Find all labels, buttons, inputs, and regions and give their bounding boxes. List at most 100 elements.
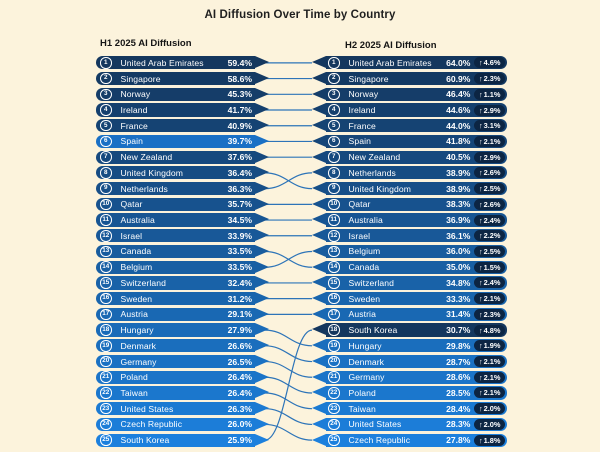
country-label: Australia	[120, 215, 155, 226]
change-label: 2.3%	[483, 74, 501, 84]
value-label: 26.4%	[227, 372, 252, 383]
country-label: Singapore	[120, 73, 161, 84]
rank-badge: 17	[100, 308, 112, 321]
rank-badge: 22	[328, 387, 340, 399]
value-label: 41.7%	[227, 105, 252, 116]
rank-badge: 6	[328, 135, 340, 148]
change-badge: ↑ 2.6%	[474, 198, 505, 210]
country-pill: 15 Switzerland 32.4%	[96, 276, 269, 290]
country-pill: 13 Belgium 36.0% ↑ 2.5%	[312, 244, 507, 259]
arrow-up-icon: ↑	[478, 74, 483, 84]
value-label: 36.9%	[446, 215, 471, 226]
value-label: 32.4%	[227, 277, 252, 288]
value-label: 31.2%	[227, 293, 252, 304]
change-badge: ↑ 4.8%	[474, 324, 505, 336]
country-label: Austria	[348, 309, 376, 320]
h1-rank-row: 22 Taiwan 26.4%	[96, 385, 269, 401]
change-label: 2.6%	[483, 168, 501, 178]
rank-badge: 19	[328, 340, 340, 352]
chart-title: AI Diffusion Over Time by Country	[204, 9, 396, 21]
country-pill: 14 Canada 35.0% ↑ 1.5%	[312, 260, 507, 274]
change-badge: ↑ 2.2%	[474, 230, 505, 242]
h2-rank-row: 16 Sweden 33.3% ↑ 2.1%	[312, 291, 507, 307]
change-label: 2.1%	[483, 357, 501, 367]
rank-badge: 4	[100, 104, 112, 116]
change-badge: ↑ 2.1%	[474, 293, 505, 305]
rank-badge: 11	[328, 214, 340, 226]
value-label: 58.6%	[227, 73, 252, 84]
rank-badge: 24	[100, 418, 112, 431]
h1-rank-row: 15 Switzerland 32.4%	[96, 275, 269, 291]
country-label: Canada	[348, 262, 380, 273]
value-label: 33.5%	[227, 262, 252, 273]
rank-badge: 25	[328, 434, 340, 446]
country-pill: 1 United Arab Emirates 59.4%	[96, 56, 269, 70]
rank-badge: 3	[328, 88, 340, 101]
value-label: 38.9%	[446, 167, 471, 178]
country-label: Qatar	[120, 199, 143, 210]
arrow-up-icon: ↑	[478, 404, 483, 414]
h1-rank-row: 1 United Arab Emirates 59.4%	[96, 55, 269, 71]
h1-rank-row: 18 Hungary 27.9%	[96, 322, 269, 338]
change-badge: ↑ 3.1%	[474, 120, 505, 132]
country-pill: 2 Singapore 60.9% ↑ 2.3%	[312, 71, 507, 86]
change-label: 2.5%	[483, 184, 501, 194]
country-pill: 17 Austria 31.4% ↑ 2.3%	[312, 307, 507, 321]
rank-badge: 19	[100, 340, 112, 352]
h2-ranking-list: 1 United Arab Emirates 64.0% ↑ 4.6% 2 Si…	[312, 55, 507, 448]
change-badge: ↑ 2.5%	[474, 245, 505, 257]
h1-rank-row: 5 France 40.9%	[96, 118, 269, 134]
change-label: 2.4%	[483, 215, 501, 225]
country-label: United Kingdom	[120, 167, 184, 178]
country-pill: 21 Germany 28.6% ↑ 2.1%	[312, 370, 507, 384]
value-label: 44.6%	[446, 105, 471, 116]
country-pill: 14 Belgium 33.5%	[96, 260, 269, 274]
value-label: 35.7%	[227, 199, 252, 210]
rank-badge: 2	[328, 72, 340, 85]
change-label: 2.9%	[483, 105, 501, 115]
country-pill: 16 Sweden 33.3% ↑ 2.1%	[312, 292, 507, 306]
rank-connector-line	[265, 345, 312, 363]
change-badge: ↑ 2.5%	[474, 183, 505, 195]
change-label: 2.0%	[483, 419, 501, 429]
value-label: 60.9%	[446, 73, 471, 84]
country-label: New Zealand	[120, 152, 173, 163]
h2-column-header: H2 2025 AI Diffusion	[345, 40, 437, 51]
country-pill: 22 Poland 28.5% ↑ 2.1%	[312, 386, 507, 400]
country-pill: 11 Australia 36.9% ↑ 2.4%	[312, 213, 507, 227]
rank-badge: 23	[328, 402, 340, 415]
change-badge: ↑ 2.6%	[474, 167, 505, 179]
change-badge: ↑ 1.9%	[474, 340, 505, 352]
change-label: 2.9%	[483, 152, 501, 162]
country-label: South Korea	[120, 435, 170, 446]
rank-badge: 14	[328, 261, 340, 273]
country-label: Spain	[120, 136, 143, 147]
h1-rank-row: 7 New Zealand 37.6%	[96, 149, 269, 165]
country-pill: 11 Australia 34.5%	[96, 213, 269, 227]
country-label: Denmark	[348, 356, 385, 367]
change-badge: ↑ 2.1%	[474, 356, 505, 368]
arrow-up-icon: ↑	[478, 199, 483, 209]
value-label: 26.3%	[227, 403, 252, 414]
rank-badge: 24	[328, 418, 340, 431]
change-label: 1.1%	[483, 89, 501, 99]
rank-badge: 5	[100, 119, 112, 132]
h2-rank-row: 3 Norway 46.4% ↑ 1.1%	[312, 86, 507, 102]
h1-rank-row: 12 Israel 33.9%	[96, 228, 269, 244]
value-label: 26.4%	[227, 387, 252, 398]
value-label: 27.9%	[227, 325, 252, 336]
country-label: Sweden	[120, 293, 153, 304]
rank-badge: 18	[328, 324, 340, 336]
change-badge: ↑ 2.9%	[474, 151, 505, 163]
value-label: 36.4%	[227, 167, 252, 178]
rank-badge: 14	[100, 261, 112, 273]
h2-rank-row: 12 Israel 36.1% ↑ 2.2%	[312, 228, 507, 244]
change-badge: ↑ 1.5%	[474, 261, 505, 273]
country-label: United Arab Emirates	[120, 57, 204, 68]
change-badge: ↑ 2.1%	[474, 387, 505, 399]
change-label: 4.6%	[483, 58, 501, 68]
value-label: 38.9%	[446, 183, 471, 194]
country-pill: 16 Sweden 31.2%	[96, 292, 269, 306]
h1-rank-row: 3 Norway 45.3%	[96, 86, 269, 102]
